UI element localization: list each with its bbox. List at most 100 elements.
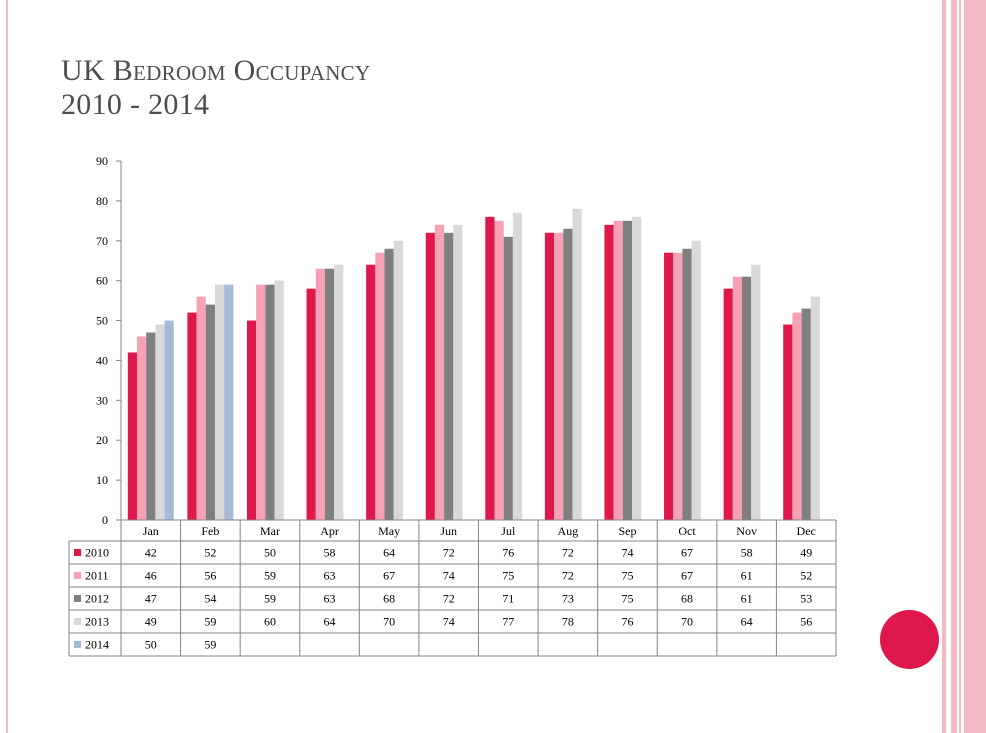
table-value: 74 — [443, 615, 455, 629]
table-value: 75 — [621, 592, 633, 606]
x-category-label: Mar — [260, 524, 280, 538]
table-value: 77 — [502, 615, 514, 629]
table-value: 64 — [383, 546, 395, 560]
y-tick-label: 0 — [102, 513, 108, 527]
legend-label: 2012 — [85, 592, 109, 606]
table-value: 67 — [681, 546, 693, 560]
bar — [664, 252, 674, 520]
table-value: 56 — [204, 569, 216, 583]
legend-label: 2011 — [85, 569, 109, 583]
x-category-label: Oct — [678, 524, 696, 538]
table-value: 50 — [145, 638, 157, 652]
table-value: 72 — [443, 592, 455, 606]
table-value: 76 — [502, 546, 514, 560]
slide-title-line2: 2010 - 2014 — [61, 88, 210, 121]
table-value: 59 — [204, 615, 216, 629]
bar — [164, 320, 174, 520]
x-category-label: Sep — [618, 524, 636, 538]
left-decorative-rule — [6, 0, 8, 733]
table-value: 75 — [502, 569, 514, 583]
bar — [274, 280, 284, 520]
table-value: 59 — [264, 569, 276, 583]
bar — [425, 232, 435, 521]
table-value: 58 — [741, 546, 753, 560]
bar — [572, 208, 582, 520]
table-value: 52 — [204, 546, 216, 560]
bar — [682, 248, 692, 520]
legend-key — [74, 595, 81, 602]
x-category-label: Feb — [201, 524, 219, 538]
x-category-label: Jul — [501, 524, 516, 538]
bar — [375, 252, 385, 520]
bar — [187, 312, 197, 520]
bar — [563, 228, 573, 521]
bar — [494, 220, 504, 521]
bar — [792, 312, 802, 520]
bar — [512, 212, 523, 520]
table-value: 68 — [383, 592, 395, 606]
y-tick-label: 60 — [96, 274, 108, 288]
x-category-label: Dec — [797, 524, 816, 538]
table-value: 50 — [264, 546, 276, 560]
bar — [742, 276, 752, 520]
bar — [324, 268, 335, 520]
table-value: 67 — [383, 569, 395, 583]
table-value: 59 — [264, 592, 276, 606]
table-value: 59 — [204, 638, 216, 652]
legend-label: 2013 — [85, 615, 109, 629]
table-value: 74 — [621, 546, 633, 560]
x-category-label: Apr — [320, 524, 339, 538]
bar — [751, 264, 761, 520]
table-value: 64 — [324, 615, 336, 629]
bar — [434, 224, 445, 521]
table-value: 70 — [681, 615, 693, 629]
bar — [673, 252, 683, 520]
table-value: 73 — [562, 592, 574, 606]
table-value: 61 — [741, 592, 753, 606]
bar — [613, 220, 623, 521]
table-value: 64 — [741, 615, 753, 629]
bar — [315, 268, 325, 520]
table-value: 47 — [145, 592, 157, 606]
bar — [554, 232, 564, 521]
bar — [224, 284, 234, 520]
y-tick-label: 10 — [96, 473, 108, 487]
bar — [136, 336, 147, 520]
table-value: 42 — [145, 546, 157, 560]
bar — [155, 324, 165, 520]
bar — [256, 284, 266, 520]
bar — [146, 332, 156, 520]
bar — [265, 284, 275, 520]
bar — [393, 240, 403, 520]
table-value: 78 — [562, 615, 574, 629]
table-value: 72 — [562, 546, 574, 560]
bar — [783, 324, 793, 520]
x-category-label: Nov — [736, 524, 757, 538]
bar — [334, 264, 344, 520]
bar — [810, 296, 821, 520]
table-value: 46 — [145, 569, 157, 583]
y-tick-label: 80 — [96, 194, 108, 208]
bar — [384, 248, 394, 520]
y-tick-label: 70 — [96, 234, 108, 248]
table-value: 54 — [204, 592, 216, 606]
y-tick-label: 50 — [96, 314, 108, 328]
table-value: 52 — [800, 569, 812, 583]
bar — [306, 288, 316, 520]
table-value: 72 — [443, 546, 455, 560]
bar — [444, 232, 454, 521]
table-value: 63 — [324, 569, 336, 583]
legend-key — [74, 572, 81, 579]
x-category-label: May — [378, 524, 400, 538]
y-tick-label: 20 — [96, 433, 108, 447]
bar — [246, 320, 257, 520]
table-value: 61 — [741, 569, 753, 583]
table-value: 58 — [324, 546, 336, 560]
table-value: 70 — [383, 615, 395, 629]
slide-title: UK Bedroom Occupancy 2010 - 2014 — [61, 54, 370, 122]
bar — [604, 224, 614, 521]
table-value: 49 — [145, 615, 157, 629]
x-category-label: Jan — [143, 524, 159, 538]
table-value: 72 — [562, 569, 574, 583]
